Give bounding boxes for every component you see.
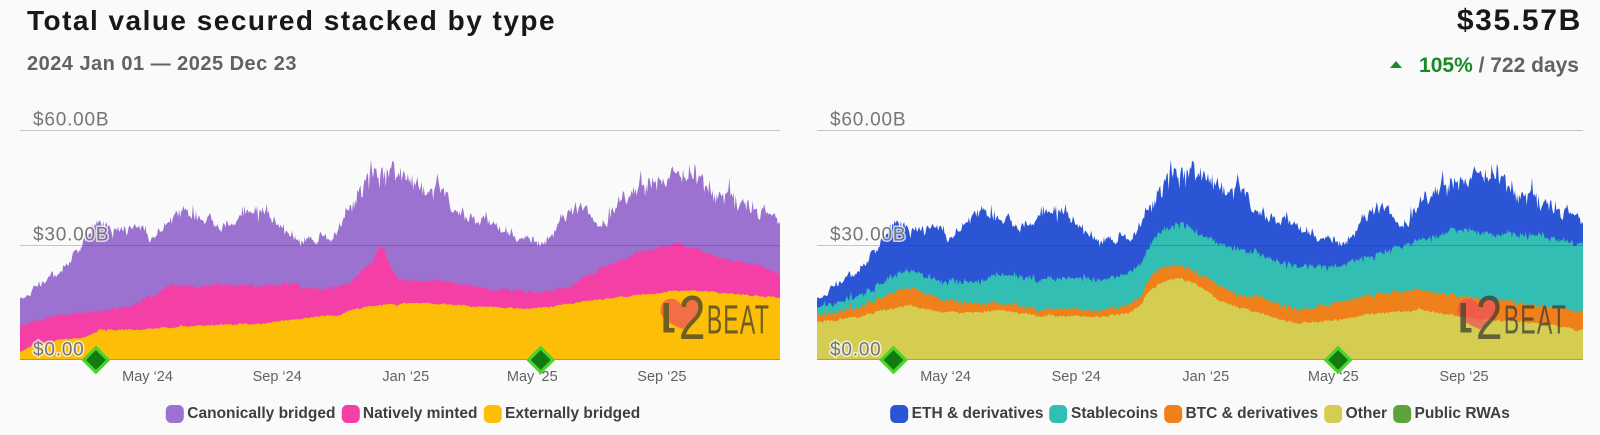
svg-text:May ‘25: May ‘25 — [1308, 369, 1359, 385]
svg-text:Jan ‘25: Jan ‘25 — [1182, 369, 1229, 385]
svg-text:Sep ‘24: Sep ‘24 — [1052, 369, 1101, 385]
svg-text:$30.00B: $30.00B — [33, 225, 109, 246]
svg-text:May ‘25: May ‘25 — [507, 369, 558, 385]
svg-text:$0.00: $0.00 — [830, 340, 882, 361]
svg-text:$60.00B: $60.00B — [33, 110, 109, 131]
svg-text:2: 2 — [679, 283, 706, 352]
svg-text:2: 2 — [1476, 283, 1503, 352]
svg-text:BEAT: BEAT — [1504, 298, 1567, 344]
svg-text:BEAT: BEAT — [707, 298, 770, 344]
svg-text:$0.00: $0.00 — [33, 340, 85, 361]
svg-text:Jan ‘25: Jan ‘25 — [382, 369, 429, 385]
svg-text:$30.00B: $30.00B — [830, 225, 906, 246]
svg-text:Sep ‘25: Sep ‘25 — [1439, 369, 1488, 385]
svg-text:May ‘24: May ‘24 — [122, 369, 173, 385]
svg-text:Sep ‘25: Sep ‘25 — [637, 369, 686, 385]
svg-text:May ‘24: May ‘24 — [920, 369, 971, 385]
svg-text:Sep ‘24: Sep ‘24 — [253, 369, 302, 385]
svg-text:$60.00B: $60.00B — [830, 110, 906, 131]
